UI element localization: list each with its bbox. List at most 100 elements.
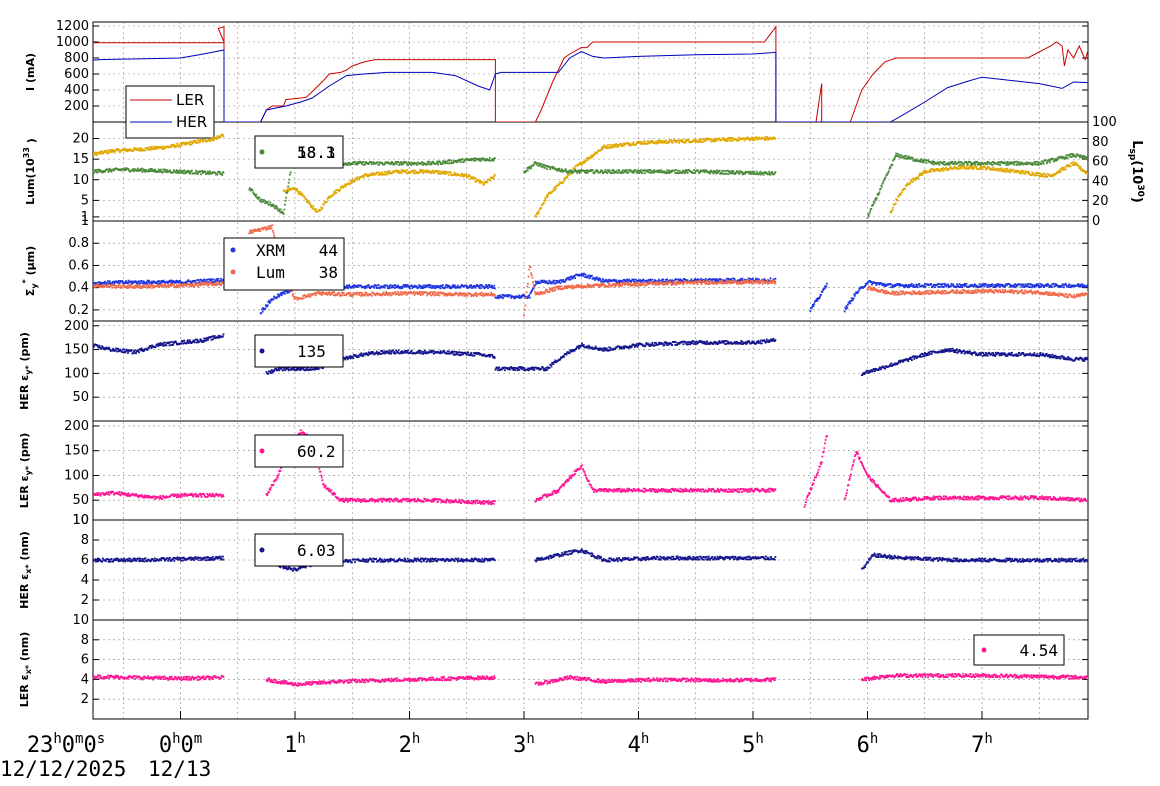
data-point (56, 289, 58, 291)
data-point (1071, 156, 1073, 158)
data-point (50, 170, 52, 172)
data-point (69, 160, 71, 162)
data-point (886, 174, 888, 176)
data-point (56, 169, 58, 171)
plot-frame (93, 22, 1088, 719)
data-point (118, 148, 120, 150)
data-point (442, 284, 444, 286)
data-point (47, 172, 49, 174)
data-point (730, 140, 732, 142)
data-point (900, 194, 902, 196)
data-point (276, 296, 278, 298)
data-point (691, 278, 693, 280)
data-point (63, 286, 65, 288)
data-point (289, 174, 291, 176)
data-point (195, 140, 197, 142)
data-point (66, 166, 68, 168)
data-point (54, 169, 56, 171)
data-point (285, 200, 287, 202)
data-point (704, 140, 706, 142)
data-point (489, 157, 491, 159)
data-point (91, 284, 93, 286)
data-point (1042, 161, 1044, 163)
data-point (939, 286, 941, 288)
readout-value: 18.1 (297, 143, 336, 162)
data-point (992, 167, 994, 169)
data-point (882, 181, 884, 183)
data-point (898, 154, 900, 156)
data-point (62, 284, 64, 286)
data-point (389, 292, 391, 294)
data-point (1063, 286, 1065, 288)
data-point (57, 287, 59, 289)
right-axis-label: Lsp(1030) (1127, 140, 1145, 203)
right-y-tick-label: 60 (1092, 155, 1109, 170)
data-point (51, 171, 53, 173)
data-point (347, 287, 349, 289)
data-point (200, 173, 202, 175)
data-point (598, 280, 600, 282)
data-point (493, 285, 495, 287)
data-point (347, 164, 349, 166)
y-tick-label: 400 (64, 83, 89, 98)
data-point (90, 286, 92, 288)
data-point (353, 287, 355, 289)
data-point (679, 170, 681, 172)
data-point (1079, 168, 1081, 170)
data-point (198, 279, 200, 281)
data-point (339, 189, 341, 191)
data-point (52, 288, 54, 290)
data-point (148, 146, 150, 148)
data-point (261, 199, 263, 201)
data-point (1078, 165, 1080, 167)
data-point (121, 280, 123, 282)
data-point (170, 146, 172, 148)
data-point (547, 194, 549, 196)
data-point (61, 287, 63, 289)
data-point (869, 212, 871, 214)
data-point (741, 172, 743, 174)
data-point (169, 170, 171, 172)
data-point (406, 169, 408, 171)
data-point (91, 172, 93, 174)
y-tick-label: 0.6 (68, 258, 89, 273)
data-point (540, 207, 542, 209)
data-point (926, 162, 928, 164)
data-point (46, 175, 48, 177)
data-point (592, 170, 594, 172)
data-point (58, 284, 60, 286)
data-point (297, 191, 299, 193)
data-point (284, 204, 286, 206)
data-point (80, 169, 82, 171)
data-point (363, 176, 365, 178)
data-point (59, 167, 61, 169)
data-point (199, 141, 201, 143)
data-point (850, 303, 852, 305)
data-point (97, 284, 99, 286)
data-point (292, 293, 294, 295)
data-point (177, 143, 179, 145)
data-point (378, 164, 380, 166)
data-point (888, 170, 890, 172)
data-point (982, 168, 984, 170)
data-point (176, 169, 178, 171)
data-point (583, 162, 585, 164)
data-point (633, 279, 635, 281)
data-point (659, 139, 661, 141)
data-point (1034, 175, 1036, 177)
data-point (900, 155, 902, 157)
data-point (285, 197, 287, 199)
data-point (947, 284, 949, 286)
data-point (158, 169, 160, 171)
data-point (192, 142, 194, 144)
data-point (677, 170, 679, 172)
data-point (414, 294, 416, 296)
data-point (49, 290, 51, 292)
y-tick-label: 0.8 (68, 236, 89, 251)
data-point (494, 157, 496, 159)
data-point (266, 226, 268, 228)
data-point (60, 166, 62, 168)
data-point (64, 283, 66, 285)
data-point (45, 286, 47, 288)
data-point (854, 295, 856, 297)
